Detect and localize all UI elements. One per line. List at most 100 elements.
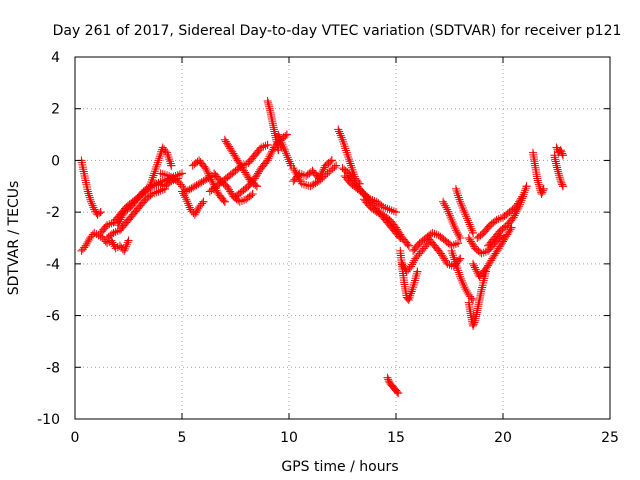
data-point <box>111 227 120 236</box>
data-point <box>451 257 460 266</box>
data-point <box>477 249 486 258</box>
data-point <box>516 198 525 207</box>
data-point <box>469 261 478 270</box>
data-point <box>285 157 294 166</box>
series-track-20 <box>340 171 400 217</box>
data-point <box>451 224 460 233</box>
data-point <box>111 244 120 253</box>
series-track-26 <box>439 197 465 242</box>
data-point <box>231 152 240 161</box>
data-point <box>168 174 177 183</box>
data-point <box>492 247 501 256</box>
data-point <box>252 171 261 180</box>
x-tick-label: 25 <box>601 430 619 446</box>
data-point <box>240 196 249 205</box>
data-point <box>263 156 272 165</box>
series-track-35 <box>550 151 567 191</box>
data-point <box>326 157 335 166</box>
data-point <box>554 167 563 176</box>
data-point <box>163 171 172 180</box>
data-point <box>267 149 276 158</box>
data-point <box>152 162 161 171</box>
data-point <box>289 164 298 173</box>
data-point <box>255 167 264 176</box>
data-point <box>377 209 386 218</box>
data-point <box>438 251 447 260</box>
data-point <box>449 240 458 249</box>
data-point <box>455 270 464 279</box>
data-point <box>555 171 564 180</box>
data-point <box>158 170 167 179</box>
data-point <box>259 142 268 151</box>
data-point <box>392 208 400 217</box>
data-point <box>109 240 118 249</box>
data-point <box>84 189 93 198</box>
data-point <box>114 219 123 228</box>
data-point <box>502 232 511 241</box>
series-track-36 <box>552 143 567 160</box>
data-point <box>263 140 272 149</box>
data-point <box>452 187 461 196</box>
data-point <box>450 255 459 264</box>
data-point <box>392 223 400 232</box>
data-point <box>374 209 383 218</box>
data-point <box>87 199 96 208</box>
data-point <box>471 265 480 274</box>
data-point <box>251 172 260 181</box>
data-point <box>451 184 460 193</box>
data-point <box>441 201 450 210</box>
data-point <box>96 208 105 217</box>
data-point <box>533 176 542 185</box>
data-point <box>83 187 92 196</box>
data-point <box>448 249 457 258</box>
series-track-2 <box>77 228 133 255</box>
data-point <box>494 244 503 253</box>
data-point <box>121 242 130 251</box>
data-point <box>220 197 229 206</box>
data-point <box>395 228 404 237</box>
data-point <box>327 156 336 165</box>
data-point <box>495 242 504 251</box>
data-point <box>472 267 481 276</box>
data-point <box>399 261 408 270</box>
data-point <box>484 261 493 270</box>
data-point <box>308 181 317 190</box>
data-point <box>281 131 290 140</box>
data-point <box>116 215 125 224</box>
data-point <box>408 285 417 294</box>
data-point <box>346 159 355 168</box>
data-point <box>495 232 504 241</box>
data-point <box>146 191 155 200</box>
data-point <box>384 375 393 384</box>
data-point <box>153 160 162 169</box>
data-point <box>533 174 542 183</box>
data-point <box>513 205 522 214</box>
data-point <box>89 203 98 212</box>
data-point <box>88 201 97 210</box>
data-point <box>146 180 155 189</box>
data-point <box>487 256 496 265</box>
data-point <box>190 182 199 191</box>
chart-title: Day 261 of 2017, Sidereal Day-to-day VTE… <box>53 23 622 39</box>
data-point <box>454 268 463 277</box>
data-point <box>454 191 463 200</box>
data-point <box>499 237 507 246</box>
data-point <box>538 188 547 197</box>
data-point <box>110 242 119 251</box>
data-point <box>220 135 229 144</box>
data-point <box>506 225 515 234</box>
data-point <box>154 178 163 187</box>
data-point <box>241 168 250 177</box>
data-point <box>404 296 413 305</box>
data-point <box>160 184 169 193</box>
data-point <box>341 144 350 153</box>
data-point <box>166 172 175 181</box>
data-point <box>81 241 90 250</box>
x-axis-label: GPS time / hours <box>281 459 398 475</box>
data-point <box>393 225 402 234</box>
data-point <box>442 203 451 212</box>
data-point <box>553 165 562 174</box>
data-point <box>295 175 304 184</box>
data-point <box>339 137 348 146</box>
data-point <box>152 188 161 197</box>
